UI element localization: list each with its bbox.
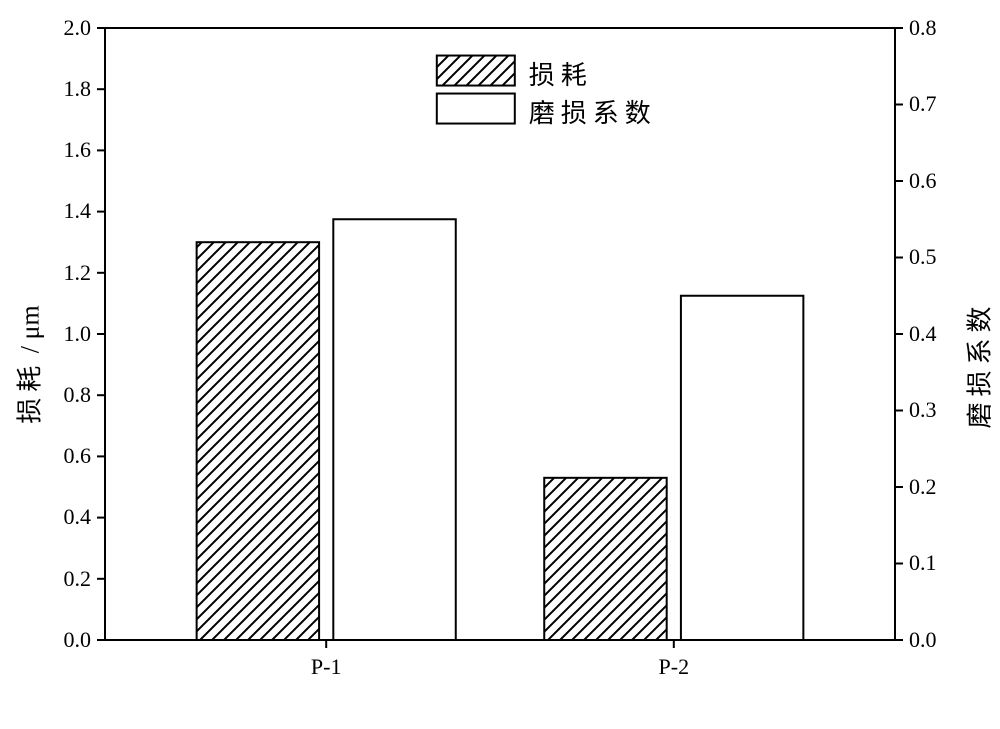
y-left-tick-label: 0.0 [64,627,92,653]
y-right-axis-title: 磨损系数 [958,0,998,729]
y-right-tick-label: 0.8 [909,15,937,41]
y-left-tick-label: 0.4 [64,504,92,530]
y-right-tick-label: 0.4 [909,321,937,347]
chart-root: 0.0 0.2 0.4 0.6 0.8 1.0 1.2 1.4 1.6 1.8 2.0 0.0 0.1 0… [0,0,1000,729]
x-category-label: P-2 [644,654,704,680]
legend-label: 磨损系数 [529,93,657,130]
y-left-tick-label: 0.6 [64,443,92,469]
y-right-tick-label: 0.0 [909,627,937,653]
y-left-tick-label: 2.0 [64,15,92,41]
y-left-tick-label: 1.6 [64,137,92,163]
y-right-tick-label: 0.7 [909,91,937,117]
legend-label: 损耗 [529,55,593,92]
y-left-tick-label: 1.4 [64,198,92,224]
y-left-tick-label: 0.2 [64,566,92,592]
y-right-tick-label: 0.3 [909,397,937,423]
y-right-tick-label: 0.2 [909,474,937,500]
bar-wear-coef [333,219,455,640]
legend-swatch [437,56,515,86]
y-left-tick-label: 1.8 [64,76,92,102]
y-left-tick-label: 1.2 [64,260,92,286]
y-right-tick-label: 0.1 [909,550,937,576]
y-left-tick-label: 0.8 [64,382,92,408]
y-right-tick-label: 0.5 [909,244,937,270]
x-category-label: P-1 [296,654,356,680]
bar-chart [0,0,1000,729]
bar-loss [197,242,319,640]
bar-wear-coef [681,296,803,640]
y-left-axis-title: 损耗 / μm [8,0,48,729]
y-left-tick-label: 1.0 [64,321,92,347]
bar-loss [544,478,666,640]
legend-swatch [437,94,515,124]
y-right-tick-label: 0.6 [909,168,937,194]
